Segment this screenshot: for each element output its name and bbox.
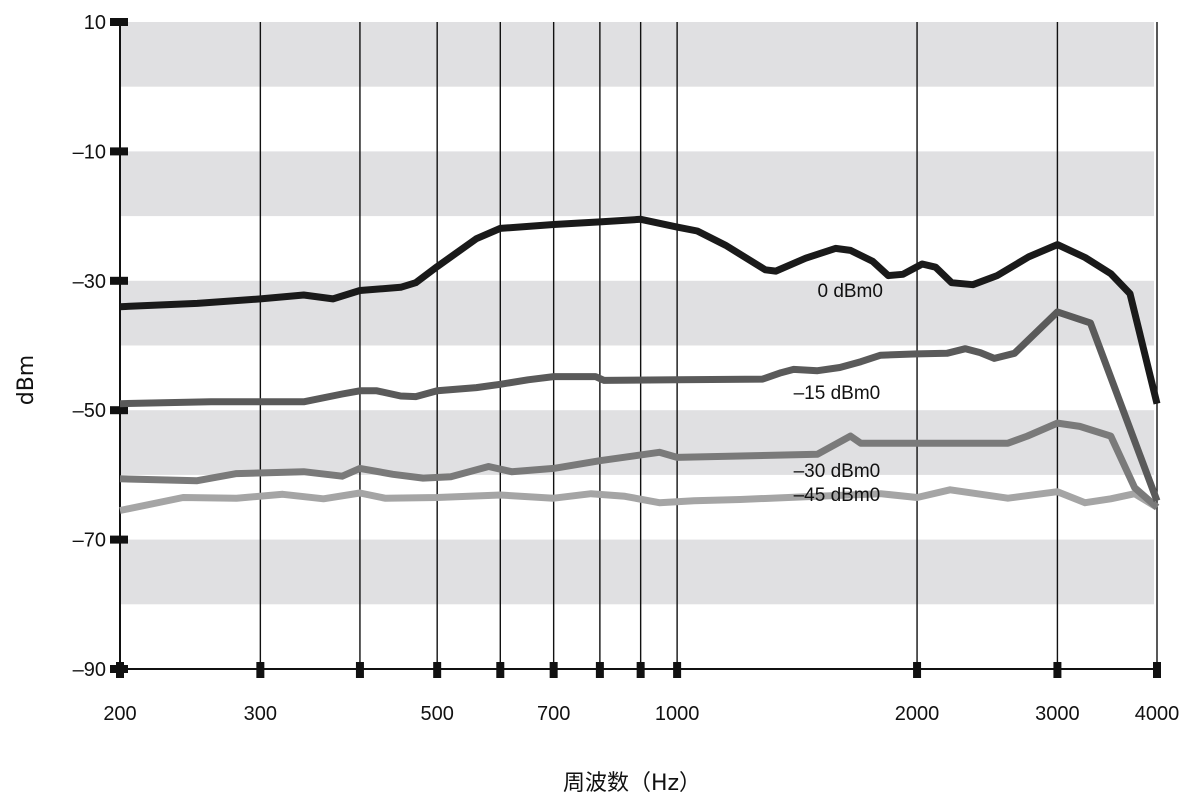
x-tick [1153,662,1161,678]
series-line [119,419,1160,510]
y-tick [110,535,128,544]
y-tick-label: –90 [73,659,106,681]
y-tick-label: –10 [73,141,106,163]
x-tick-label: 700 [537,703,570,725]
x-tick [256,662,265,678]
x-tick [913,662,922,678]
series-line [119,308,1161,503]
grid-band [120,22,1154,87]
x-tick [636,662,645,678]
x-tick-label: 300 [244,703,277,725]
series-label: –15 dBm0 [794,383,881,404]
x-tick-label: 3000 [1035,703,1080,725]
x-tick [1053,662,1062,678]
x-tick-label: 4000 [1135,703,1180,725]
x-tick [355,662,364,678]
x-ticks: 200 300 500 700 1000 2000 3000 4000 [103,662,1179,725]
y-tick [110,147,128,156]
series-label: 0 dBm0 [817,281,882,302]
x-tick-label: 500 [420,703,453,725]
series-labels: 0 dBm0 –15 dBm0 –30 dBm0 –45 dBm0 [794,281,883,506]
series-label: –45 dBm0 [794,485,881,506]
grid-band [120,151,1154,217]
grid-band [120,539,1154,605]
y-tick-label: –50 [73,400,106,422]
chart-bands [120,22,1154,605]
series-line [119,215,1161,405]
x-tick [116,662,124,678]
y-tick [110,406,128,415]
x-grid [259,22,1158,669]
series-line [119,486,1159,514]
y-axis-label: dBm [14,355,39,406]
x-tick [595,662,604,678]
x-tick-label: 200 [103,703,136,725]
grid-band [120,280,1154,346]
y-tick-label: –30 [73,271,106,293]
x-axis-label: 周波数（Hz） [563,771,701,796]
x-tick [549,662,558,678]
y-tick [110,276,128,285]
x-tick [673,662,682,678]
series-label: –30 dBm0 [794,461,881,482]
x-tick-label: 2000 [895,703,940,725]
x-tick [433,662,442,678]
x-tick [496,662,505,678]
x-tick-label: 1000 [655,703,700,725]
y-tick [110,18,128,26]
y-tick-label: 10 [84,12,106,34]
series-lines [119,215,1161,514]
y-tick-label: –70 [73,530,106,552]
